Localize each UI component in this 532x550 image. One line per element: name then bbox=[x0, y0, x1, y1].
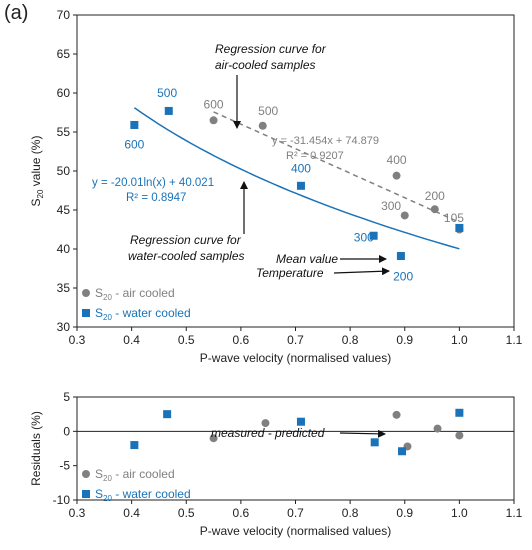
main-y-tick-label: 35 bbox=[57, 281, 71, 295]
water-regression-line bbox=[133, 107, 460, 250]
air-point bbox=[258, 121, 267, 130]
main-x-tick-label: 1.0 bbox=[451, 333, 468, 347]
water-residual-point bbox=[296, 417, 305, 426]
air-temp-label: 400 bbox=[387, 153, 407, 167]
main-y-tick-label: 30 bbox=[57, 320, 71, 334]
residuals-x-tick-label: 0.8 bbox=[342, 506, 359, 520]
main-y-tick-label: 70 bbox=[57, 8, 71, 22]
water-residual-point bbox=[370, 438, 379, 447]
residuals-y-tick-label: -5 bbox=[59, 459, 70, 473]
air-temp-label: 500 bbox=[258, 104, 278, 118]
mean-value-note: Mean value bbox=[276, 252, 338, 266]
water-point bbox=[455, 223, 464, 232]
water-residual-point bbox=[455, 408, 464, 417]
main-chart: 0.3 0.4 0.5 0.6 0.7 0.8 0.9 1.0 1.1 30 35 40 45 50 55 6… bbox=[29, 8, 523, 365]
main-y-tick-label: 40 bbox=[57, 242, 71, 256]
residuals-legend-label-water: S20 - water cooled bbox=[95, 487, 191, 503]
residuals-x-tick-label: 1.0 bbox=[451, 506, 468, 520]
air-point bbox=[392, 171, 401, 180]
air-residual-point bbox=[209, 434, 218, 443]
main-y-tick-label: 55 bbox=[57, 125, 71, 139]
measured-predicted-arrow bbox=[339, 429, 386, 438]
residuals-chart: 0.3 0.4 0.5 0.6 0.7 0.8 0.9 1.0 1.1 -10 -5 0 5 P-wave… bbox=[29, 390, 523, 538]
residuals-legend-marker-air bbox=[82, 470, 90, 478]
main-legend-marker-water bbox=[82, 309, 90, 317]
air-temp-label: 300 bbox=[381, 199, 401, 213]
main-y-tick-label: 60 bbox=[57, 86, 71, 100]
water-point bbox=[396, 252, 405, 261]
measured-predicted-note: measured - predicted bbox=[211, 426, 325, 440]
main-y-tick-label: 50 bbox=[57, 164, 71, 178]
water-point bbox=[130, 120, 139, 129]
air-curve-note-line2: air-cooled samples bbox=[215, 58, 316, 72]
air-residual-point bbox=[392, 410, 401, 419]
air-temp-label: 600 bbox=[204, 98, 224, 112]
main-y-tick-label: 65 bbox=[57, 47, 71, 61]
water-r-squared: R² = 0.8947 bbox=[126, 192, 186, 204]
water-point bbox=[296, 181, 305, 190]
temperature-note: Temperature bbox=[256, 266, 324, 280]
main-x-tick-label: 0.8 bbox=[342, 333, 359, 347]
air-temp-label: 200 bbox=[425, 189, 445, 203]
residuals-x-tick-label: 1.1 bbox=[506, 506, 523, 520]
air-residual-point bbox=[455, 431, 464, 440]
water-temp-label: 500 bbox=[157, 86, 177, 100]
air-point bbox=[209, 116, 218, 125]
main-x-tick-label: 0.3 bbox=[69, 333, 86, 347]
residuals-x-axis-label: P-wave velocity (normalised values) bbox=[200, 524, 391, 538]
main-y-axis-label: S20 value (%) bbox=[29, 136, 45, 207]
main-x-tick-label: 0.7 bbox=[287, 333, 304, 347]
water-temp-label: 200 bbox=[393, 269, 413, 283]
residuals-x-tick-label: 0.3 bbox=[69, 506, 86, 520]
air-r-squared: R² = 0.9207 bbox=[286, 150, 344, 162]
water-residual-point bbox=[163, 410, 172, 419]
residuals-plot-frame bbox=[76, 396, 515, 501]
water-residual-point bbox=[398, 447, 407, 456]
water-curve-note-line1: Regression curve for bbox=[130, 233, 242, 247]
air-residual-point bbox=[433, 424, 442, 433]
water-point bbox=[164, 106, 173, 115]
main-x-axis-label: P-wave velocity (normalised values) bbox=[200, 351, 391, 365]
panel-label: (a) bbox=[4, 2, 29, 24]
residuals-x-tick-label: 0.4 bbox=[123, 506, 140, 520]
residuals-x-tick-label: 0.5 bbox=[178, 506, 195, 520]
main-x-tick-label: 1.1 bbox=[506, 333, 523, 347]
air-residual-point bbox=[261, 419, 270, 428]
main-x-tick-label: 0.4 bbox=[123, 333, 140, 347]
main-x-tick-label: 0.9 bbox=[396, 333, 413, 347]
air-equation: y = -31.454x + 74.879 bbox=[272, 135, 379, 147]
temperature-arrow bbox=[333, 267, 390, 276]
water-temp-label: 600 bbox=[124, 137, 144, 151]
air-regression-line bbox=[213, 111, 460, 223]
main-x-tick-label: 0.6 bbox=[233, 333, 250, 347]
residuals-y-axis-label: Residuals (%) bbox=[29, 411, 43, 486]
water-temp-label: 300 bbox=[354, 230, 374, 244]
main-y-tick-label: 45 bbox=[57, 203, 71, 217]
residuals-x-tick-label: 0.9 bbox=[396, 506, 413, 520]
residuals-y-tick-label: 5 bbox=[63, 390, 70, 404]
water-point bbox=[369, 231, 378, 240]
water-curve-note-line2: water-cooled samples bbox=[128, 249, 245, 263]
main-legend-label-air: S20 - air cooled bbox=[95, 286, 175, 302]
residuals-y-tick-label: 0 bbox=[63, 424, 70, 438]
residuals-legend-label-air: S20 - air cooled bbox=[95, 467, 175, 483]
air-point bbox=[400, 211, 409, 220]
water-equation: y = -20.01ln(x) + 40.021 bbox=[92, 177, 214, 189]
air-temp-label: 105 bbox=[444, 211, 464, 225]
residuals-x-tick-label: 0.6 bbox=[233, 506, 250, 520]
main-legend-marker-air bbox=[82, 289, 90, 297]
residuals-y-tick-label: -10 bbox=[53, 493, 71, 507]
air-point bbox=[430, 205, 439, 214]
water-residual-point bbox=[130, 441, 139, 450]
residuals-x-tick-label: 0.7 bbox=[287, 506, 304, 520]
residuals-legend-marker-water bbox=[82, 490, 90, 498]
main-x-tick-label: 0.5 bbox=[178, 333, 195, 347]
main-legend-label-water: S20 - water cooled bbox=[95, 306, 191, 322]
air-curve-note-line1: Regression curve for bbox=[215, 42, 327, 56]
water-temp-label: 400 bbox=[291, 162, 311, 176]
